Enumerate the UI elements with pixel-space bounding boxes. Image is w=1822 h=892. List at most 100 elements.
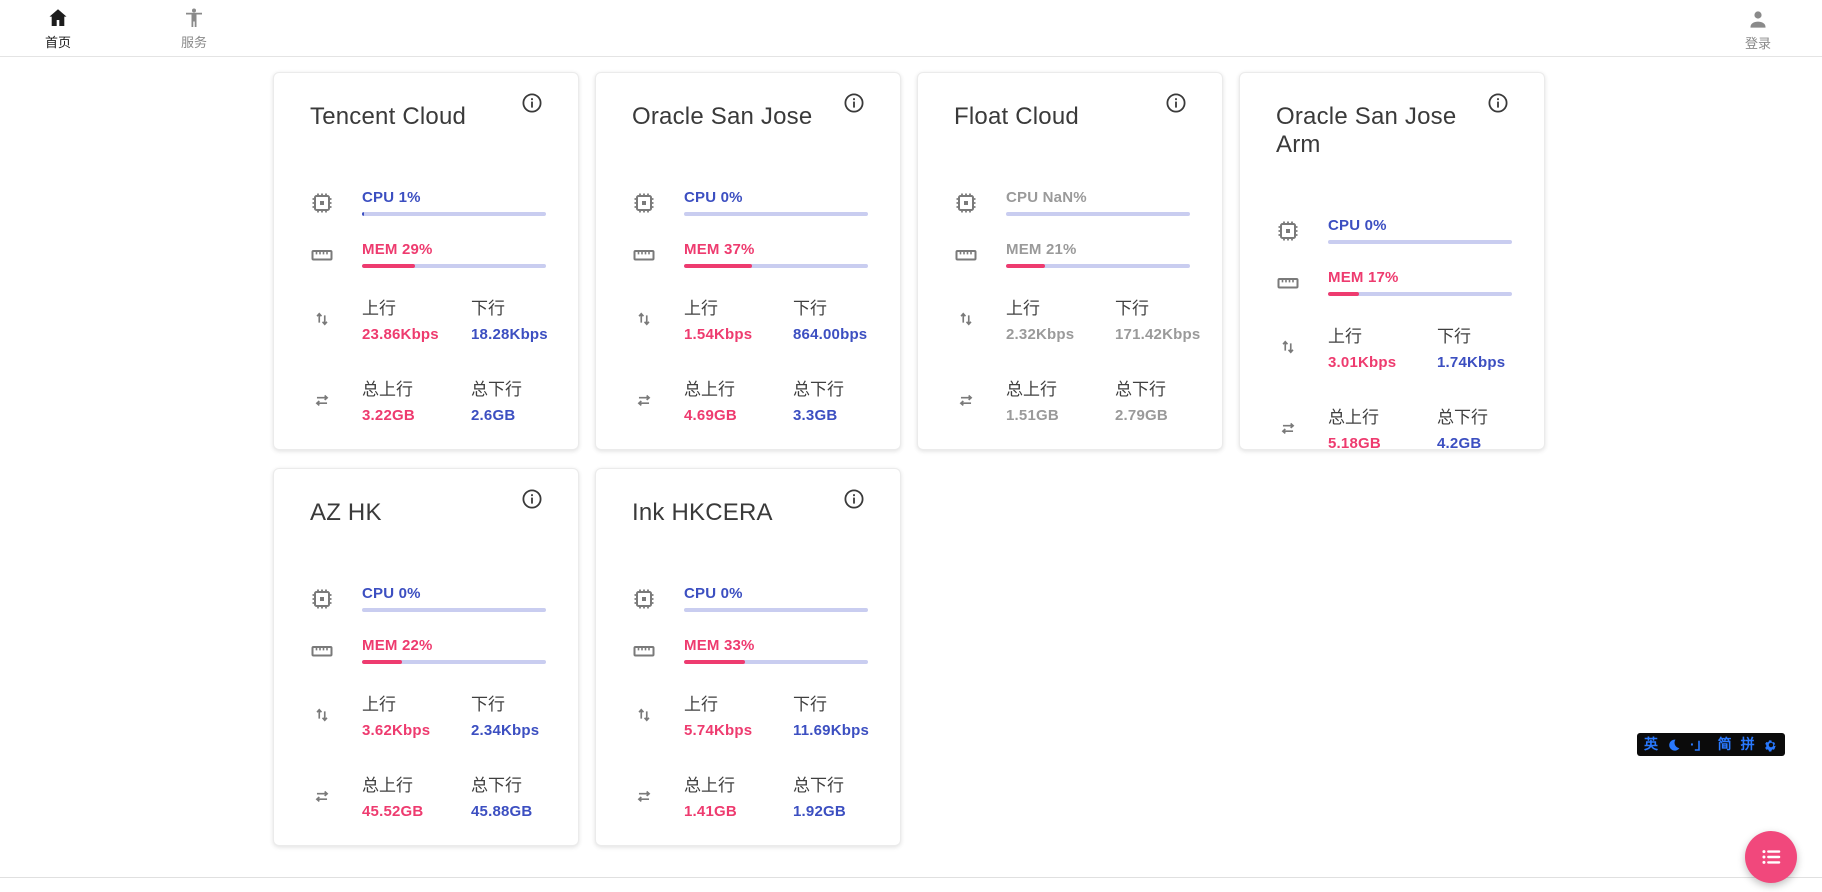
total-upload-value: 1.41GB xyxy=(684,803,737,820)
server-name: AZ HK xyxy=(310,499,382,526)
swap-vertical-arrows-icon xyxy=(316,708,328,721)
cpu-usage-label: CPU NaN% xyxy=(1006,189,1087,206)
server-card-float-cloud: Float Cloud CPU NaN% MEM 21% xyxy=(917,72,1223,450)
mem-progress-bar xyxy=(362,660,546,664)
swap-vertical-arrows-icon xyxy=(316,312,328,325)
ime-toolbar: 英 ·」 简 拼 xyxy=(1637,733,1785,756)
mem-usage-label: MEM 29% xyxy=(362,241,433,258)
nav-services-label: 服务 xyxy=(180,34,207,50)
swap-vertical-arrows-icon xyxy=(960,312,972,325)
server-cards-grid: Tencent Cloud CPU 1% MEM 29% xyxy=(273,72,1546,846)
nav-item-login[interactable]: 登录 xyxy=(1726,7,1790,52)
gear-icon[interactable] xyxy=(1764,738,1778,752)
server-name: Ink HKCERA xyxy=(632,499,773,526)
total-download-value: 4.2GB xyxy=(1437,435,1482,452)
cpu-progress-bar xyxy=(1328,240,1512,244)
server-card-ink-hkcera: Ink HKCERA CPU 0% MEM 33% xyxy=(595,468,901,846)
total-upload-value: 4.69GB xyxy=(684,407,737,424)
upload-label: 上行 xyxy=(362,695,396,714)
cpu-usage-label: CPU 0% xyxy=(684,585,743,602)
info-icon[interactable] xyxy=(842,487,866,511)
nav-home-label: 首页 xyxy=(44,34,71,50)
ruler-icon xyxy=(311,249,333,260)
download-label: 下行 xyxy=(793,695,827,714)
swap-vertical-arrows-icon xyxy=(1282,340,1294,353)
info-icon[interactable] xyxy=(520,91,544,115)
upload-speed-value: 5.74Kbps xyxy=(684,722,753,739)
total-upload-label: 总上行 xyxy=(684,776,735,795)
total-upload-label: 总上行 xyxy=(684,380,735,399)
upload-speed-value: 23.86Kbps xyxy=(362,326,439,343)
server-name: Tencent Cloud xyxy=(310,103,467,130)
total-upload-label: 总上行 xyxy=(1328,408,1379,427)
total-download-label: 总下行 xyxy=(793,380,844,399)
list-icon xyxy=(1761,848,1781,866)
ruler-icon xyxy=(955,249,977,260)
mem-progress-bar xyxy=(362,264,546,268)
swap-horizontal-arrows-icon xyxy=(316,790,328,802)
cpu-progress-bar xyxy=(684,212,868,216)
cpu-chip-icon xyxy=(311,192,333,213)
upload-speed-value: 3.62Kbps xyxy=(362,722,431,739)
nav-item-home[interactable]: 首页 xyxy=(26,6,90,51)
download-speed-value: 1.74Kbps xyxy=(1437,354,1506,371)
swap-horizontal-arrows-icon xyxy=(960,394,972,406)
upload-label: 上行 xyxy=(684,695,718,714)
info-icon[interactable] xyxy=(520,487,544,511)
cpu-progress-bar xyxy=(362,212,546,216)
moon-icon[interactable] xyxy=(1667,738,1681,752)
ruler-icon xyxy=(633,249,655,260)
mem-usage-label: MEM 33% xyxy=(684,637,755,654)
server-card-oracle-san-jose-arm: Oracle San Jose Arm CPU 0% MEM 17% xyxy=(1239,72,1545,452)
person-icon xyxy=(1750,11,1766,28)
server-list-fab-button[interactable] xyxy=(1745,831,1797,883)
download-label: 下行 xyxy=(1115,299,1149,318)
total-download-label: 总下行 xyxy=(1115,380,1166,399)
upload-speed-value: 2.32Kbps xyxy=(1006,326,1075,343)
ime-simplified-toggle[interactable]: 简 xyxy=(1717,736,1732,752)
download-label: 下行 xyxy=(471,695,505,714)
accessibility-icon xyxy=(186,8,202,27)
cpu-chip-icon xyxy=(633,192,655,213)
swap-horizontal-arrows-icon xyxy=(316,394,328,406)
cpu-chip-icon xyxy=(633,588,655,609)
cpu-chip-icon xyxy=(311,588,333,609)
mem-usage-label: MEM 22% xyxy=(362,637,433,654)
info-icon[interactable] xyxy=(1486,91,1510,115)
ime-punctuation-toggle[interactable]: ·」 xyxy=(1690,736,1709,752)
total-download-value: 45.88GB xyxy=(471,803,533,820)
mem-progress-bar xyxy=(1006,264,1190,268)
mem-progress-bar xyxy=(1328,292,1512,296)
total-download-label: 总下行 xyxy=(471,380,522,399)
cpu-progress-bar xyxy=(362,608,546,612)
total-upload-value: 45.52GB xyxy=(362,803,424,820)
ime-language-toggle[interactable]: 英 xyxy=(1644,736,1658,752)
upload-label: 上行 xyxy=(684,299,718,318)
cpu-usage-label: CPU 0% xyxy=(362,585,421,602)
server-name: Float Cloud xyxy=(954,103,1079,130)
total-download-value: 3.3GB xyxy=(793,407,838,424)
nav-item-services[interactable]: 服务 xyxy=(162,6,226,51)
total-download-label: 总下行 xyxy=(793,776,844,795)
upload-label: 上行 xyxy=(1006,299,1040,318)
download-speed-value: 2.34Kbps xyxy=(471,722,540,739)
info-icon[interactable] xyxy=(1164,91,1188,115)
cpu-progress-bar xyxy=(1006,212,1190,216)
ruler-icon xyxy=(1277,277,1299,288)
cpu-usage-label: CPU 0% xyxy=(684,189,743,206)
home-icon xyxy=(49,8,67,26)
swap-vertical-arrows-icon xyxy=(638,312,650,325)
nav-login-label: 登录 xyxy=(1744,36,1771,51)
mem-usage-label: MEM 17% xyxy=(1328,269,1399,286)
total-upload-value: 3.22GB xyxy=(362,407,415,424)
total-upload-value: 5.18GB xyxy=(1328,435,1381,452)
ime-pinyin-toggle[interactable]: 拼 xyxy=(1740,736,1755,752)
server-card-oracle-san-jose: Oracle San Jose CPU 0% MEM 37% xyxy=(595,72,901,450)
upload-label: 上行 xyxy=(1328,327,1362,346)
download-speed-value: 171.42Kbps xyxy=(1115,326,1201,343)
download-label: 下行 xyxy=(793,299,827,318)
cpu-progress-bar xyxy=(684,608,868,612)
info-icon[interactable] xyxy=(842,91,866,115)
ruler-icon xyxy=(311,645,333,656)
swap-horizontal-arrows-icon xyxy=(638,394,650,406)
